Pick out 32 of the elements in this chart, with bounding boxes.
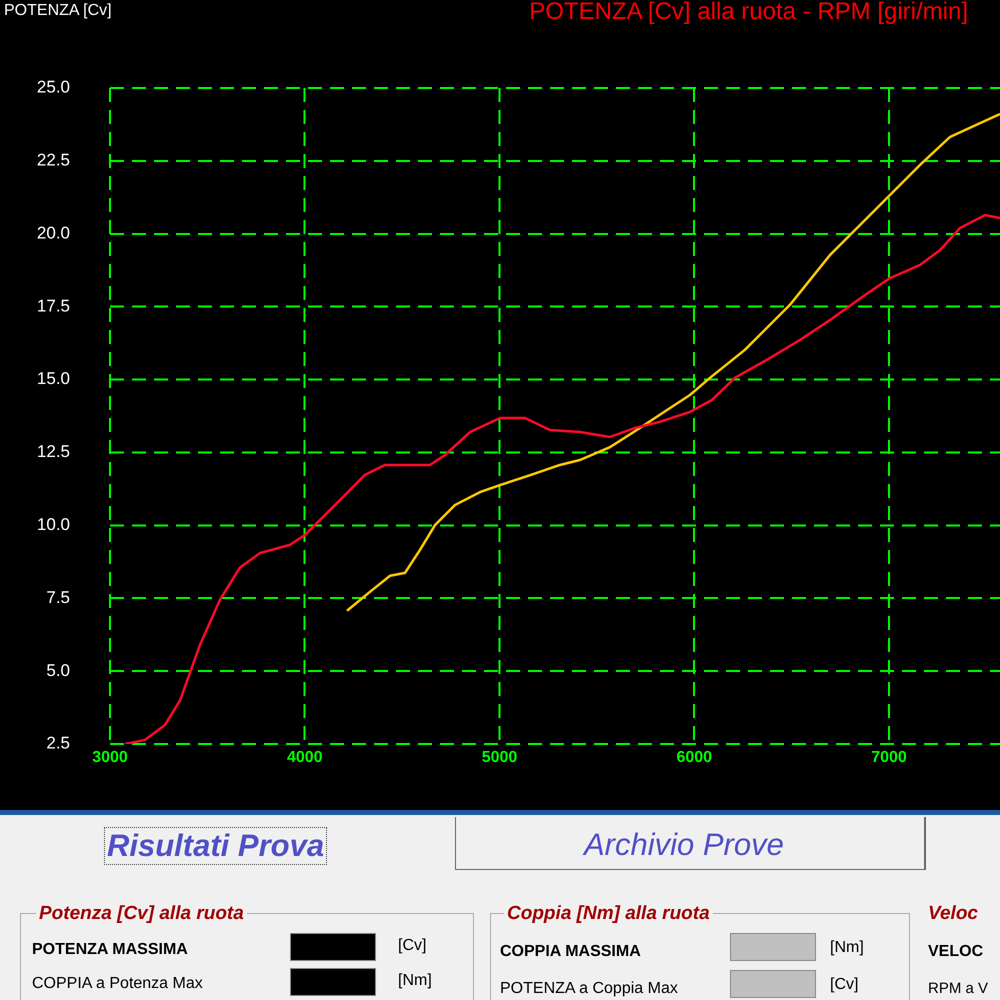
x-tick-label: 5000 — [482, 749, 518, 766]
y-tick-label: 15.0 — [36, 369, 70, 388]
x-tick-label: 7000 — [871, 749, 907, 766]
chart-title: POTENZA [Cv] alla ruota - RPM [giri/min] — [529, 0, 968, 26]
text: [Nm] — [830, 939, 864, 957]
y-tick-label: 22.5 — [36, 150, 70, 170]
y-axis-title: POTENZA [Cv] — [4, 2, 112, 20]
y-tick-label: 10.0 — [36, 515, 70, 534]
x-tick-label: 3000 — [92, 749, 128, 766]
text: [Nm] — [398, 972, 432, 990]
y-tick-label: 2.5 — [46, 734, 70, 753]
text: POTENZA MASSIMA — [32, 941, 188, 959]
y-tick-label: 17.5 — [36, 296, 70, 316]
text: Potenza [Cv] alla ruota — [36, 903, 247, 925]
text: Archivio Prove — [584, 827, 784, 863]
x-tick-label: 6000 — [676, 749, 712, 766]
text: COPPIA MASSIMA — [500, 943, 641, 961]
text: [Cv] — [830, 976, 858, 994]
y-tick-label: 12.5 — [36, 442, 70, 462]
text: Risultati Prova — [104, 827, 328, 865]
y-tick-label: 5.0 — [46, 660, 70, 680]
text: POTENZA a Coppia Max — [500, 980, 678, 998]
text: VELOC — [928, 943, 984, 961]
text: COPPIA a Potenza Max — [32, 975, 203, 993]
text: RPM a V — [928, 980, 988, 997]
y-tick-label: 7.5 — [46, 588, 70, 607]
text: Veloc — [928, 903, 978, 925]
text: Coppia [Nm] alla ruota — [504, 903, 713, 925]
y-tick-label: 20.0 — [36, 223, 70, 242]
x-tick-label: 4000 — [286, 749, 323, 766]
text: [Cv] — [398, 937, 426, 955]
y-tick-label: 25.0 — [36, 78, 70, 97]
